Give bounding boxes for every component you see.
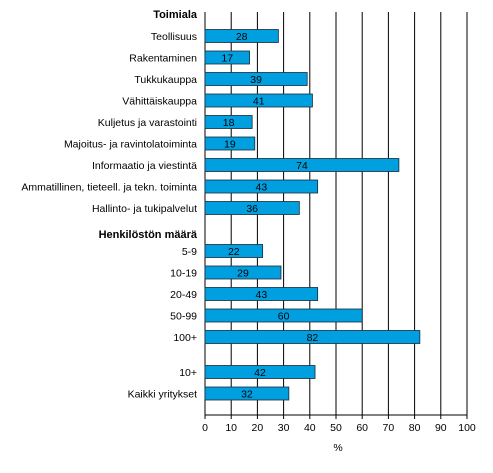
x-tick-label: 100 — [458, 422, 476, 434]
x-tick-label: 70 — [383, 422, 395, 434]
bar-value-label: 19 — [224, 138, 236, 150]
bar-value-label: 22 — [228, 246, 240, 258]
x-tick-label: 60 — [356, 422, 368, 434]
bar — [204, 179, 319, 194]
category-label: 20-49 — [170, 289, 197, 301]
category-label: 50-99 — [170, 310, 197, 322]
category-label: Informaatio ja viestintä — [92, 160, 197, 172]
category-labels: Toimiala Teollisuus Rakentaminen Tukkukaupp… — [21, 9, 198, 400]
bar — [204, 308, 363, 323]
category-label: Majoitus- ja ravintolatoiminta — [64, 138, 197, 150]
group-heading: Toimiala — [153, 9, 198, 21]
bar — [204, 386, 290, 401]
category-label: Rakentaminen — [129, 52, 197, 64]
x-tick-label: 10 — [225, 422, 237, 434]
bar — [204, 287, 319, 301]
category-label: Hallinto- ja tukipalvelut — [92, 203, 197, 215]
bar-value-label: 41 — [253, 95, 265, 107]
category-label: 10-19 — [170, 267, 197, 279]
x-tick-label: 50 — [330, 422, 342, 434]
category-label: 5-9 — [182, 246, 197, 258]
bar — [204, 365, 316, 379]
bar-value-label: 43 — [255, 181, 267, 193]
category-label: Kuljetus ja varastointi — [98, 117, 197, 129]
bar-value-label: 82 — [307, 332, 319, 344]
bar-value-label: 42 — [254, 367, 266, 379]
x-tick-label: 20 — [252, 422, 264, 434]
group-heading: Henkilöstön määrä — [99, 229, 198, 241]
category-label: 100+ — [173, 332, 197, 344]
x-tick-label: 30 — [278, 422, 290, 434]
x-tick-labels: 0 10 20 30 40 50 60 70 80 90 100 — [202, 422, 476, 434]
bar-value-label: 39 — [250, 74, 262, 86]
x-tick-label: 0 — [202, 422, 208, 434]
bar — [204, 244, 264, 258]
category-label: Vähittäiskauppa — [122, 95, 197, 107]
bar-value-label: 28 — [236, 31, 248, 43]
bar — [204, 201, 300, 215]
x-tick-label: 40 — [304, 422, 316, 434]
category-label: Tukkukauppa — [134, 74, 197, 86]
bar — [204, 72, 308, 86]
bar — [204, 158, 400, 172]
category-label: Teollisuus — [151, 31, 197, 43]
bar — [204, 330, 421, 344]
bar — [204, 265, 282, 280]
bar-value-label: 43 — [255, 289, 267, 301]
bar — [204, 50, 250, 65]
bar — [204, 29, 279, 43]
bar-value-label: 74 — [296, 160, 308, 172]
bar-value-label: 29 — [237, 267, 249, 279]
bar — [204, 93, 313, 108]
bar — [204, 115, 253, 129]
bar-value-label: 17 — [221, 52, 233, 64]
x-tick-label: 80 — [409, 422, 421, 434]
bar-value-label: 32 — [241, 388, 253, 400]
category-label: Ammatillinen, tieteell. ja tekn. toimint… — [21, 181, 197, 193]
bar — [204, 136, 256, 151]
bar-value-label: 18 — [223, 117, 235, 129]
x-tick-label: 90 — [435, 422, 447, 434]
bar-value-label: 36 — [246, 203, 258, 215]
category-label: 10+ — [179, 367, 197, 379]
category-label: Kaikki yritykset — [128, 388, 198, 400]
x-axis-label: % — [333, 442, 342, 454]
bar-value-label: 60 — [278, 310, 290, 322]
